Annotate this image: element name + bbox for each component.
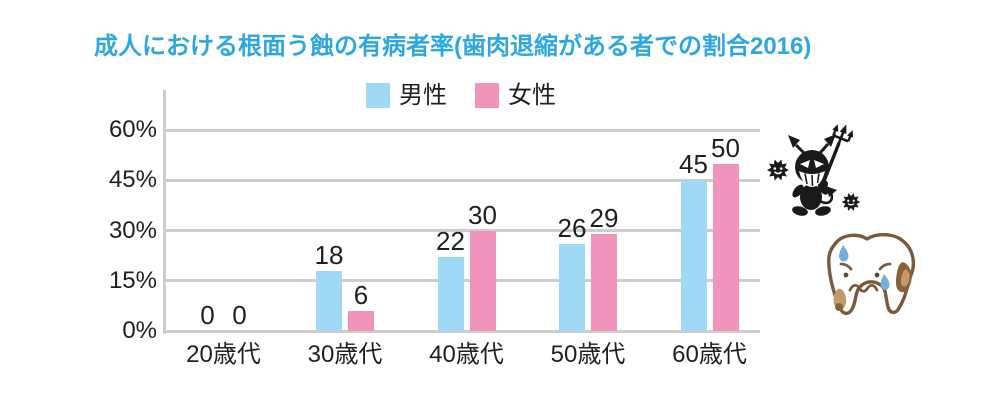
bar-male [316, 270, 342, 331]
legend-item-male: 男性 [366, 83, 447, 108]
gridline [163, 329, 760, 333]
x-category-label: 20歳代 [186, 341, 261, 368]
bar-female [469, 230, 496, 331]
gridline [163, 229, 760, 232]
y-axis-tick-label: 60% [108, 116, 157, 143]
y-axis-tick-label: 0% [122, 317, 157, 344]
legend-item-female: 女性 [475, 83, 556, 108]
bar-male [437, 257, 464, 331]
value-label: 50 [711, 132, 740, 163]
legend-label-male: 男性 [399, 82, 447, 109]
value-label: 30 [468, 199, 497, 230]
legend-swatch-female-icon [475, 83, 499, 108]
x-category-label: 30歳代 [307, 341, 383, 368]
bar-male [680, 180, 707, 331]
germ-devil-icon [767, 124, 861, 216]
y-axis-tick-label: 45% [108, 166, 157, 194]
gridline [163, 178, 760, 182]
worried-tooth-icon [827, 233, 916, 316]
value-label: 22 [436, 226, 465, 257]
value-label: 29 [589, 202, 619, 233]
x-category-label: 40歳代 [429, 341, 504, 368]
x-category-label: 50歳代 [550, 341, 626, 368]
legend-swatch-male-icon [366, 83, 390, 108]
value-label: 0 [232, 300, 247, 330]
bar-female [712, 163, 739, 331]
bar-male [559, 243, 585, 331]
y-axis-tick-label: 30% [108, 216, 157, 244]
value-label: 45 [679, 149, 708, 180]
chart-title: 成人における根面う蝕の有病者率(歯肉退縮がある者での割合2016) [94, 33, 812, 60]
gridline [163, 128, 760, 132]
legend-label-female: 女性 [508, 82, 556, 109]
y-axis-tick-label: 15% [108, 266, 157, 294]
value-label: 26 [557, 212, 587, 243]
value-label: 0 [200, 300, 215, 330]
bar-female [591, 233, 617, 331]
x-category-label: 60歳代 [672, 341, 747, 368]
value-label: 18 [314, 239, 344, 270]
y-axis-line [163, 90, 166, 334]
value-label: 6 [353, 279, 369, 310]
bar-female [348, 310, 374, 331]
